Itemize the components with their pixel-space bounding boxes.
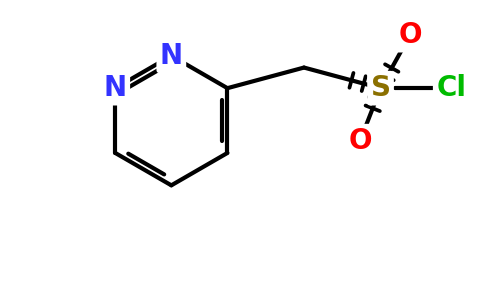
Text: N: N — [104, 74, 127, 102]
Text: Cl: Cl — [436, 74, 466, 102]
Text: O: O — [398, 21, 422, 49]
Text: N: N — [160, 42, 183, 70]
Text: S: S — [371, 74, 391, 102]
Text: O: O — [348, 127, 372, 155]
